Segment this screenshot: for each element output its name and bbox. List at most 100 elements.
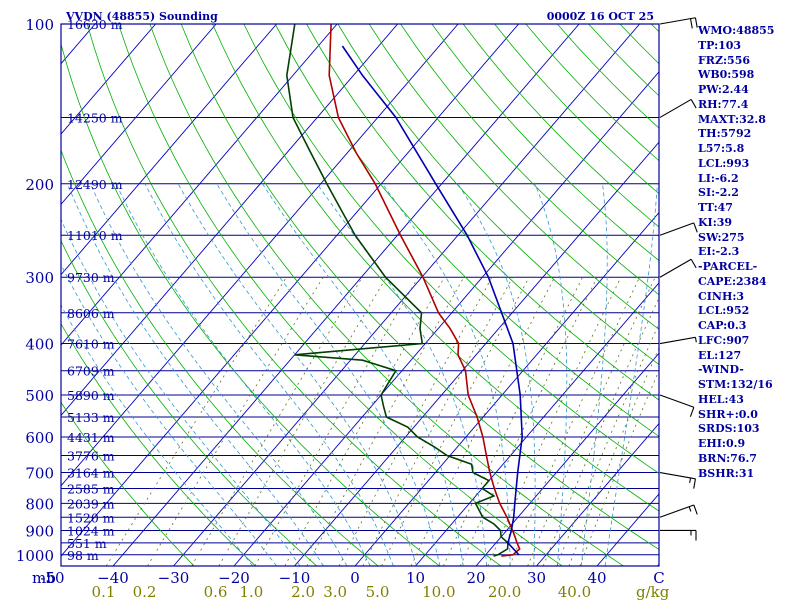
wind-barb bbox=[659, 336, 697, 345]
temperature-tick-label: 20 bbox=[466, 569, 485, 587]
isotherm-line bbox=[61, 24, 156, 135]
pressure-tick-label: 100 bbox=[25, 16, 54, 34]
mixing-ratio-tick-label: 2.0 bbox=[291, 583, 315, 600]
temperature-tick-label: -50 bbox=[40, 569, 64, 587]
pressure-tick-label: 1000 bbox=[16, 547, 54, 565]
height-label: 11010 m bbox=[67, 228, 123, 243]
dry-adiabat-line bbox=[306, 24, 659, 401]
mixing-ratio-line bbox=[527, 277, 656, 566]
pressure-tick-label: 300 bbox=[25, 269, 54, 287]
isotherm-line bbox=[61, 24, 519, 557]
stats-panel: WMO:48855 TP:103 FRZ:556 WB0:598 PW:2.44 RH:7… bbox=[698, 24, 798, 481]
pressure-axis-label: mb bbox=[32, 569, 56, 587]
moist-adiabat-line bbox=[534, 183, 568, 566]
height-label: 4431 m bbox=[67, 430, 115, 445]
height-label: 6709 m bbox=[67, 364, 115, 379]
pressure-tick-label: 900 bbox=[25, 522, 54, 540]
moist-adiabat-line bbox=[115, 183, 371, 566]
stat-item: WMO:48855 bbox=[698, 24, 775, 37]
wind-barb bbox=[659, 222, 698, 236]
mixing-ratio-line bbox=[338, 277, 493, 566]
moist-adiabat-line bbox=[457, 183, 536, 566]
moist-adiabat-line bbox=[61, 304, 254, 566]
moist-adiabat-line bbox=[61, 218, 301, 566]
stat-item: LCL:993 bbox=[698, 156, 750, 170]
chart-title: VVDN (48855) Sounding bbox=[65, 10, 218, 23]
mixing-ratio-tick-label: 1.0 bbox=[239, 583, 263, 600]
stat-item: MAXT:32.8 bbox=[698, 112, 766, 126]
stat-item: FRZ:556 bbox=[698, 53, 751, 67]
temperature-unit-label: C bbox=[653, 569, 664, 587]
isotherm-line bbox=[0, 24, 35, 566]
mixing-ratio-line bbox=[218, 276, 387, 566]
height-label: 5133 m bbox=[67, 410, 115, 425]
dry-adiabat-line bbox=[180, 24, 659, 550]
pressure-tick-label: 800 bbox=[25, 495, 54, 513]
temperature-tick-label: 0 bbox=[350, 569, 360, 587]
isotherm-line bbox=[61, 24, 277, 276]
isotherm-line bbox=[536, 422, 659, 566]
background-lines bbox=[0, 24, 659, 566]
mixing-ratio-line bbox=[487, 277, 622, 566]
height-label: 2039 m bbox=[67, 496, 115, 511]
stat-item: LCL:952 bbox=[698, 304, 750, 318]
dry-adiabat-line bbox=[149, 24, 624, 566]
stat-item: HEL:43 bbox=[698, 392, 744, 406]
wind-barb bbox=[660, 529, 697, 541]
dewpoint-curve bbox=[285, 24, 509, 557]
mixing-ratio-line bbox=[459, 277, 598, 566]
wind-barb bbox=[659, 394, 695, 417]
plot-frame bbox=[60, 23, 660, 567]
chart-time: 0000Z 16 OCT 25 bbox=[547, 10, 654, 23]
height-label: 551 m bbox=[67, 536, 107, 551]
height-label: 1024 m bbox=[67, 523, 115, 538]
dry-adiabat-line bbox=[86, 24, 502, 566]
height-label: 98 m bbox=[67, 548, 99, 563]
stat-item: CINH:3 bbox=[698, 289, 745, 303]
isotherm-line bbox=[61, 24, 338, 346]
moist-adiabat-line bbox=[90, 183, 348, 566]
dry-adiabat-line bbox=[61, 401, 195, 566]
moist-adiabat-line bbox=[144, 183, 394, 566]
mixing-ratio-line bbox=[147, 276, 324, 566]
stat-item: EHI:0.9 bbox=[698, 437, 746, 450]
mixing-ratio-tick-label: 40.0 bbox=[558, 583, 591, 600]
stat-item: -WIND- bbox=[698, 363, 744, 377]
stat-item: EI:-2.3 bbox=[698, 245, 740, 259]
pressure-tick-label: 400 bbox=[25, 336, 54, 354]
height-label: 7610 m bbox=[67, 337, 115, 352]
dry-adiabat-line bbox=[400, 24, 659, 296]
temperature-tick-label: 30 bbox=[527, 569, 546, 587]
temperature-tick-label: 10 bbox=[406, 569, 425, 587]
stat-item: TT:47 bbox=[698, 201, 733, 214]
stat-item: -PARCEL- bbox=[698, 260, 758, 273]
mixing-ratio-line bbox=[306, 277, 465, 566]
stat-item: SI:-2.2 bbox=[698, 186, 739, 200]
dry-adiabat-line bbox=[212, 24, 659, 512]
moist-adiabat-line bbox=[61, 263, 277, 566]
wind-barb bbox=[659, 504, 698, 518]
height-label: 14250 m bbox=[67, 110, 123, 125]
stat-item: BRN:76.7 bbox=[698, 451, 757, 465]
height-label: 16630 m bbox=[67, 17, 123, 32]
stat-item: LFC:907 bbox=[698, 333, 750, 347]
pressure-tick-label: 500 bbox=[25, 387, 54, 405]
mixing-ratio-line bbox=[191, 276, 363, 566]
dry-adiabat-line bbox=[368, 24, 659, 330]
stat-item: BSHR:31 bbox=[698, 466, 755, 480]
temperature-tick-label: 40 bbox=[587, 569, 606, 587]
stat-item: TP:103 bbox=[698, 38, 742, 52]
temperature-tick-label: −30 bbox=[158, 569, 190, 587]
temperature-tick-label: −10 bbox=[279, 569, 311, 587]
moist-adiabat-line bbox=[262, 183, 464, 566]
isotherm-line bbox=[415, 282, 659, 566]
mixing-ratio-tick-label: 5.0 bbox=[366, 583, 390, 600]
stat-item: SW:275 bbox=[698, 230, 745, 244]
stat-item: CAP:0.3 bbox=[698, 319, 747, 332]
stat-item: L57:5.8 bbox=[698, 142, 745, 155]
stat-item: EL:127 bbox=[698, 348, 742, 362]
moist-adiabat-line bbox=[66, 183, 324, 566]
mixing-ratio-tick-label: 0.1 bbox=[92, 583, 116, 600]
